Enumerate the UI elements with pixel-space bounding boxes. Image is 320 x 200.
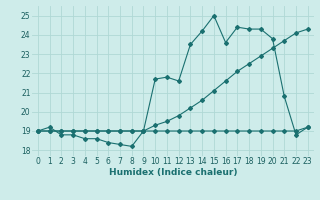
X-axis label: Humidex (Indice chaleur): Humidex (Indice chaleur): [108, 168, 237, 177]
